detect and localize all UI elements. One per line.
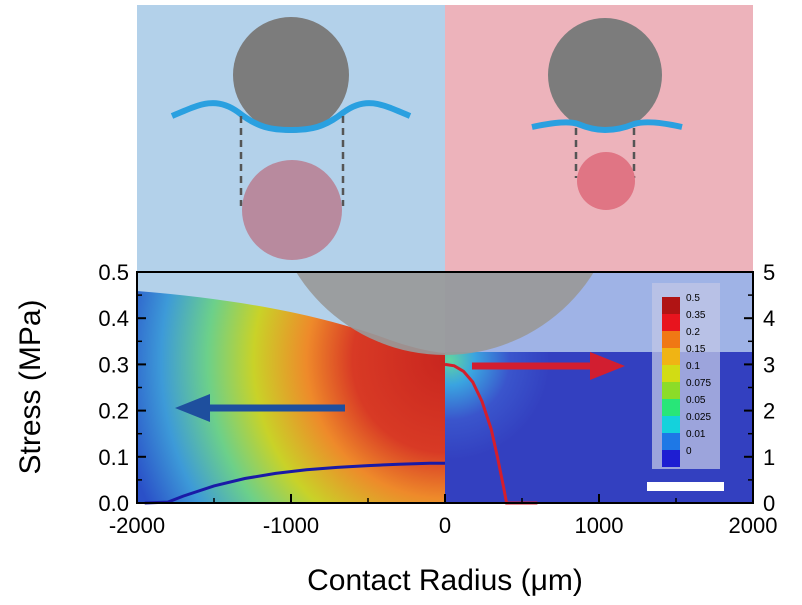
sphere-right [548,18,662,132]
colorbar-swatch [662,331,680,348]
series-line-left-axis [144,461,445,505]
contact-disk-right [577,152,635,210]
sphere-left [233,17,349,133]
y-left-tick-label: 0.1 [98,445,129,470]
x-tick-label: 1000 [575,513,624,538]
colorbar-swatch [662,314,680,331]
colorbar-label: 0.1 [686,361,700,372]
colorbar-label: 0 [686,446,692,457]
colorbar-label: 0.025 [686,412,711,423]
y-right-tick-label: 2 [763,399,775,424]
y-right-tick-label: 4 [763,306,775,331]
colorbar-label: 0.35 [686,310,706,321]
y-left-tick-label: 0.2 [98,399,129,424]
y-right-tick-label: 1 [763,445,775,470]
colorbar-swatch [662,450,680,467]
membrane-flat-right [531,119,683,134]
colorbar: 0.5 0.35 0.2 0.15 0.1 0.075 0.05 0.025 0.01 0 [652,283,720,469]
colorbar-label: 0.5 [686,293,700,304]
x-tick-label: 0 [439,513,451,538]
colorbar-label: 0.2 [686,327,700,338]
colorbar-label: 0.01 [686,429,706,440]
x-tick-label: -2000 [109,513,165,538]
colorbar-swatch [662,382,680,399]
colorbar-label: 0.05 [686,395,706,406]
y-right-tick-label: 3 [763,352,775,377]
blue-arrow-head [175,394,210,422]
colorbar-swatch [662,365,680,382]
membrane-wavy-left [170,100,412,134]
y-right-tick-label: 5 [763,260,775,285]
x-axis-title: Contact Radius (μm) [307,564,583,597]
x-tick-label: 2000 [729,513,778,538]
colorbar-swatch [662,297,680,314]
colorbar-swatch [662,416,680,433]
scale-bar [647,482,724,491]
colorbar-swatch [662,433,680,450]
red-arrow-head [590,352,625,380]
series-line-right-axis [444,362,538,505]
colorbar-swatch [662,399,680,416]
y-axis-title: Stress (MPa) [14,299,47,474]
stress-field-left [137,291,445,503]
colorbar-label: 0.075 [686,378,711,389]
contact-disk-left [242,160,342,260]
x-tick-label: -1000 [263,513,319,538]
sphere-indenter [296,272,594,355]
y-left-tick-label: 0.5 [98,260,129,285]
y-left-tick-label: 0.0 [98,491,129,516]
colorbar-label: 0.15 [686,344,706,355]
colorbar-swatch [662,348,680,365]
y-left-tick-label: 0.4 [98,306,129,331]
y-left-tick-label: 0.3 [98,352,129,377]
y-right-tick-label: 0 [763,491,775,516]
